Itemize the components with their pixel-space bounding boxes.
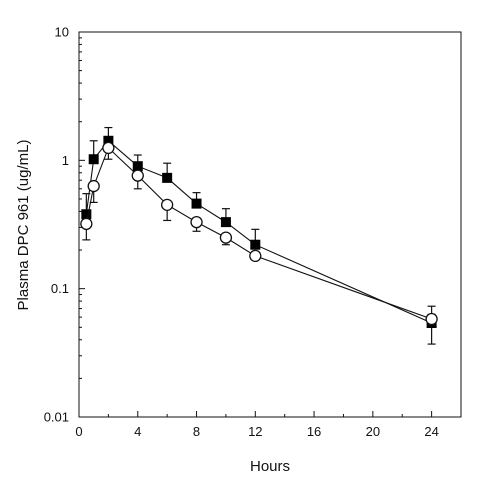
- x-tick-label: 24: [424, 424, 438, 439]
- y-tick-label: 1: [62, 153, 69, 168]
- data-point-square: [81, 209, 92, 220]
- x-tick-label: 12: [248, 424, 262, 439]
- data-point-circle: [190, 215, 203, 229]
- data-point-square: [220, 217, 231, 228]
- x-tick-label: 16: [307, 424, 321, 439]
- series-filled-squares: [81, 126, 437, 345]
- x-tick-label: 4: [134, 424, 141, 439]
- data-point-circle: [249, 249, 262, 263]
- data-point-circle: [87, 179, 100, 193]
- y-tick-label: 0.1: [51, 281, 69, 296]
- x-axis-title: Hours: [250, 458, 290, 475]
- y-tick-label: 0.01: [44, 410, 69, 425]
- data-point-circle: [161, 198, 174, 211]
- data-point-square: [88, 154, 99, 165]
- data-point-circle: [102, 141, 115, 155]
- data-point-circle: [80, 217, 93, 230]
- x-tick-label: 8: [193, 424, 200, 439]
- data-point-square: [132, 161, 143, 172]
- x-tick-label: 0: [75, 424, 82, 439]
- data-point-square: [250, 239, 261, 250]
- data-point-square: [162, 172, 173, 183]
- data-point-square: [191, 198, 202, 209]
- y-tick-label: 10: [55, 25, 69, 40]
- data-point-circle: [425, 312, 438, 326]
- series-open-circles: [80, 141, 438, 326]
- y-axis-title: Plasma DPC 961 (ug/mL): [15, 140, 32, 311]
- x-tick-label: 20: [366, 424, 380, 439]
- data-point-circle: [219, 231, 233, 244]
- plot-frame: [78, 31, 462, 418]
- data-point-circle: [131, 169, 144, 182]
